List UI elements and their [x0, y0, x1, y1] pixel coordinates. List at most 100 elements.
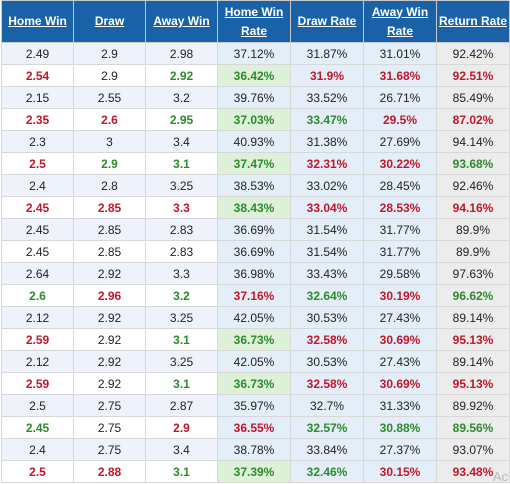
cell-draw-rate: 33.43% [290, 262, 364, 285]
cell-home-win-rate: 38.43% [217, 196, 291, 219]
cell-draw-rate: 31.38% [290, 130, 364, 153]
cell-return-rate: 89.14% [436, 350, 510, 373]
table-row: 2.49 2.9 2.98 37.12% 31.87% 31.01% 92.42% [1, 42, 510, 65]
cell-home-win: 2.5 [1, 394, 74, 417]
table-row: 2.6 2.96 3.2 37.16% 32.64% 30.19% 96.62% [1, 284, 510, 307]
cell-home-win-rate: 37.39% [217, 460, 291, 483]
header-home-win[interactable]: Home Win [1, 0, 74, 43]
cell-home-win-rate: 36.42% [217, 64, 291, 87]
cell-return-rate: 93.68% [436, 152, 510, 175]
table-row: 2.35 2.6 2.95 37.03% 33.47% 29.5% 87.02% [1, 108, 510, 131]
cell-return-rate: 95.13% [436, 328, 510, 351]
table-row: 2.5 2.9 3.1 37.47% 32.31% 30.22% 93.68% [1, 152, 510, 175]
table-body: 2.49 2.9 2.98 37.12% 31.87% 31.01% 92.42% 2.54 2… [1, 42, 510, 483]
table-row: 2.5 2.88 3.1 37.39% 32.46% 30.15% 93.48% [1, 460, 510, 483]
table-row: 2.45 2.85 3.3 38.43% 33.04% 28.53% 94.16% [1, 196, 510, 219]
cell-away-win-rate: 31.77% [363, 240, 437, 263]
table-row: 2.45 2.85 2.83 36.69% 31.54% 31.77% 89.9% [1, 240, 510, 263]
cell-draw: 2.75 [73, 394, 146, 417]
cell-away-win: 2.98 [145, 42, 218, 65]
cell-away-win: 3.4 [145, 130, 218, 153]
table-row: 2.5 2.75 2.87 35.97% 32.7% 31.33% 89.92% [1, 394, 510, 417]
cell-away-win: 3.1 [145, 152, 218, 175]
header-draw[interactable]: Draw [73, 0, 146, 43]
cell-return-rate: 93.07% [436, 438, 510, 461]
cell-return-rate: 95.13% [436, 372, 510, 395]
cell-home-win: 2.4 [1, 438, 74, 461]
cell-home-win-rate: 36.73% [217, 328, 291, 351]
cell-away-win: 3.3 [145, 262, 218, 285]
cell-draw: 2.92 [73, 372, 146, 395]
cell-draw: 2.9 [73, 64, 146, 87]
header-away-win-rate[interactable]: Away Win Rate [363, 0, 437, 43]
cell-away-win: 3.4 [145, 438, 218, 461]
cell-away-win: 3.1 [145, 328, 218, 351]
cell-draw-rate: 33.47% [290, 108, 364, 131]
cell-return-rate: 94.16% [436, 196, 510, 219]
cell-away-win-rate: 26.71% [363, 86, 437, 109]
cell-away-win: 2.87 [145, 394, 218, 417]
cell-draw: 2.9 [73, 42, 146, 65]
cell-home-win-rate: 35.97% [217, 394, 291, 417]
header-return-rate[interactable]: Return Rate [436, 0, 510, 43]
cell-home-win-rate: 39.76% [217, 86, 291, 109]
cell-return-rate: 92.46% [436, 174, 510, 197]
cell-away-win: 3.1 [145, 372, 218, 395]
table-row: 2.45 2.85 2.83 36.69% 31.54% 31.77% 89.9% [1, 218, 510, 241]
cell-home-win-rate: 36.55% [217, 416, 291, 439]
cell-away-win-rate: 31.68% [363, 64, 437, 87]
cell-draw-rate: 32.64% [290, 284, 364, 307]
cell-return-rate: 85.49% [436, 86, 510, 109]
cell-return-rate: 89.9% [436, 218, 510, 241]
table-row: 2.12 2.92 3.25 42.05% 30.53% 27.43% 89.14% [1, 350, 510, 373]
cell-home-win-rate: 36.73% [217, 372, 291, 395]
cell-draw: 2.92 [73, 350, 146, 373]
cell-home-win: 2.49 [1, 42, 74, 65]
header-home-win-rate[interactable]: Home Win Rate [217, 0, 291, 43]
table-row: 2.45 2.75 2.9 36.55% 32.57% 30.88% 89.56% [1, 416, 510, 439]
cell-home-win-rate: 36.69% [217, 218, 291, 241]
cell-away-win: 2.95 [145, 108, 218, 131]
table-row: 2.15 2.55 3.2 39.76% 33.52% 26.71% 85.49% [1, 86, 510, 109]
cell-home-win-rate: 37.47% [217, 152, 291, 175]
cell-home-win: 2.3 [1, 130, 74, 153]
cell-away-win: 3.25 [145, 306, 218, 329]
cell-return-rate: 89.92% [436, 394, 510, 417]
cell-draw-rate: 31.54% [290, 240, 364, 263]
cell-draw-rate: 33.84% [290, 438, 364, 461]
cell-away-win-rate: 28.53% [363, 196, 437, 219]
cell-away-win: 2.9 [145, 416, 218, 439]
cell-draw-rate: 33.52% [290, 86, 364, 109]
cell-home-win-rate: 36.69% [217, 240, 291, 263]
cell-home-win-rate: 36.98% [217, 262, 291, 285]
cell-draw: 2.92 [73, 262, 146, 285]
table-row: 2.4 2.75 3.4 38.78% 33.84% 27.37% 93.07% [1, 438, 510, 461]
cell-return-rate: 87.02% [436, 108, 510, 131]
cell-home-win: 2.59 [1, 328, 74, 351]
cell-home-win-rate: 37.12% [217, 42, 291, 65]
header-away-win[interactable]: Away Win [145, 0, 218, 43]
header-draw-rate[interactable]: Draw Rate [290, 0, 364, 43]
cell-away-win-rate: 30.88% [363, 416, 437, 439]
cell-draw: 2.85 [73, 196, 146, 219]
cell-home-win: 2.59 [1, 372, 74, 395]
cell-home-win: 2.35 [1, 108, 74, 131]
watermark-text: Ac [492, 469, 508, 484]
table-row: 2.54 2.9 2.92 36.42% 31.9% 31.68% 92.51% [1, 64, 510, 87]
cell-draw-rate: 31.87% [290, 42, 364, 65]
cell-draw-rate: 32.57% [290, 416, 364, 439]
cell-draw-rate: 33.04% [290, 196, 364, 219]
cell-away-win-rate: 27.37% [363, 438, 437, 461]
cell-away-win-rate: 27.43% [363, 350, 437, 373]
cell-draw-rate: 30.53% [290, 350, 364, 373]
cell-away-win-rate: 31.01% [363, 42, 437, 65]
cell-home-win: 2.54 [1, 64, 74, 87]
cell-away-win-rate: 30.69% [363, 328, 437, 351]
cell-home-win: 2.5 [1, 460, 74, 483]
cell-away-win-rate: 30.19% [363, 284, 437, 307]
table-row: 2.12 2.92 3.25 42.05% 30.53% 27.43% 89.14% [1, 306, 510, 329]
cell-home-win: 2.12 [1, 306, 74, 329]
cell-draw-rate: 31.9% [290, 64, 364, 87]
cell-draw: 2.55 [73, 86, 146, 109]
table-row: 2.4 2.8 3.25 38.53% 33.02% 28.45% 92.46% [1, 174, 510, 197]
